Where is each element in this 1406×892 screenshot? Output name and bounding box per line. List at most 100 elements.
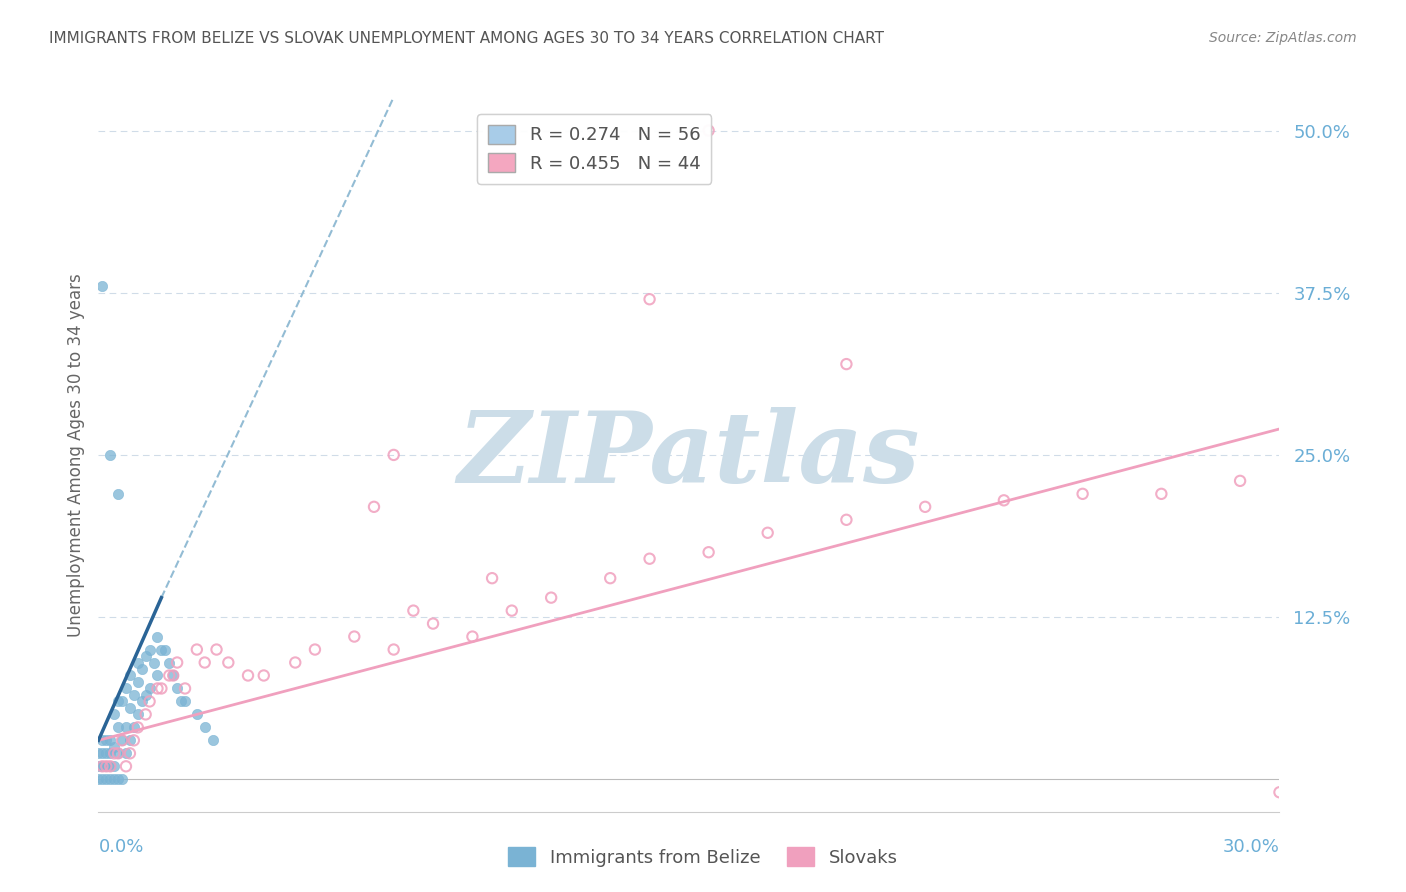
Point bbox=[115, 747, 138, 761]
Point bbox=[599, 571, 621, 585]
Point bbox=[304, 642, 326, 657]
Point bbox=[186, 642, 208, 657]
Point bbox=[217, 656, 239, 670]
Point bbox=[107, 772, 129, 787]
Point bbox=[111, 733, 134, 747]
Point bbox=[122, 720, 145, 734]
Point bbox=[103, 772, 125, 787]
Text: ZIPatlas: ZIPatlas bbox=[458, 407, 920, 503]
Text: IMMIGRANTS FROM BELIZE VS SLOVAK UNEMPLOYMENT AMONG AGES 30 TO 34 YEARS CORRELAT: IMMIGRANTS FROM BELIZE VS SLOVAK UNEMPLO… bbox=[49, 31, 884, 46]
Point bbox=[98, 448, 121, 462]
Point bbox=[131, 694, 153, 708]
Point bbox=[111, 733, 134, 747]
Point bbox=[150, 681, 173, 696]
Point bbox=[481, 571, 503, 585]
Point bbox=[96, 759, 118, 773]
Point bbox=[115, 759, 138, 773]
Point bbox=[103, 747, 125, 761]
Point bbox=[993, 493, 1015, 508]
Point bbox=[201, 733, 224, 747]
Point bbox=[162, 668, 184, 682]
Point bbox=[142, 656, 165, 670]
Point bbox=[1229, 474, 1251, 488]
Text: 30.0%: 30.0% bbox=[1223, 838, 1279, 855]
Point bbox=[98, 747, 121, 761]
Point bbox=[155, 642, 177, 657]
Text: Source: ZipAtlas.com: Source: ZipAtlas.com bbox=[1209, 31, 1357, 45]
Point bbox=[756, 525, 779, 540]
Point bbox=[835, 513, 858, 527]
Point bbox=[638, 551, 661, 566]
Point bbox=[98, 759, 121, 773]
Point bbox=[91, 279, 114, 293]
Point bbox=[107, 694, 129, 708]
Point bbox=[127, 656, 149, 670]
Point bbox=[697, 123, 720, 137]
Point bbox=[87, 772, 110, 787]
Point bbox=[540, 591, 562, 605]
Point bbox=[111, 694, 134, 708]
Point bbox=[236, 668, 259, 682]
Point bbox=[186, 707, 208, 722]
Point bbox=[111, 772, 134, 787]
Point bbox=[118, 747, 141, 761]
Point bbox=[194, 720, 217, 734]
Point bbox=[1150, 487, 1173, 501]
Point bbox=[501, 604, 523, 618]
Point bbox=[91, 772, 114, 787]
Point bbox=[205, 642, 228, 657]
Point bbox=[87, 759, 110, 773]
Point bbox=[422, 616, 444, 631]
Point bbox=[253, 668, 276, 682]
Point bbox=[122, 733, 145, 747]
Point bbox=[91, 733, 114, 747]
Point bbox=[91, 759, 114, 773]
Point bbox=[98, 772, 121, 787]
Legend: R = 0.274   N = 56, R = 0.455   N = 44: R = 0.274 N = 56, R = 0.455 N = 44 bbox=[478, 114, 711, 184]
Legend: Immigrants from Belize, Slovaks: Immigrants from Belize, Slovaks bbox=[501, 840, 905, 874]
Point bbox=[115, 681, 138, 696]
Point bbox=[1071, 487, 1094, 501]
Point bbox=[87, 747, 110, 761]
Point bbox=[96, 759, 118, 773]
Point bbox=[157, 668, 180, 682]
Point bbox=[461, 630, 484, 644]
Point bbox=[127, 675, 149, 690]
Point bbox=[343, 630, 366, 644]
Point bbox=[382, 642, 405, 657]
Point bbox=[697, 545, 720, 559]
Point bbox=[118, 668, 141, 682]
Point bbox=[118, 701, 141, 715]
Point bbox=[115, 720, 138, 734]
Point bbox=[194, 656, 217, 670]
Point bbox=[127, 707, 149, 722]
Point bbox=[107, 720, 129, 734]
Point bbox=[98, 733, 121, 747]
Point bbox=[131, 662, 153, 676]
Point bbox=[96, 747, 118, 761]
Point bbox=[174, 681, 197, 696]
Point bbox=[107, 747, 129, 761]
Y-axis label: Unemployment Among Ages 30 to 34 years: Unemployment Among Ages 30 to 34 years bbox=[66, 273, 84, 637]
Point bbox=[135, 648, 157, 663]
Point bbox=[96, 733, 118, 747]
Point bbox=[174, 694, 197, 708]
Text: 0.0%: 0.0% bbox=[98, 838, 143, 855]
Point bbox=[835, 357, 858, 371]
Point bbox=[107, 487, 129, 501]
Point bbox=[135, 707, 157, 722]
Point bbox=[146, 668, 169, 682]
Point bbox=[157, 656, 180, 670]
Point bbox=[138, 681, 160, 696]
Point bbox=[103, 759, 125, 773]
Point bbox=[146, 630, 169, 644]
Point bbox=[91, 747, 114, 761]
Point bbox=[284, 656, 307, 670]
Point bbox=[146, 681, 169, 696]
Point bbox=[138, 642, 160, 657]
Point bbox=[638, 292, 661, 306]
Point bbox=[166, 681, 188, 696]
Point bbox=[166, 656, 188, 670]
Point bbox=[382, 448, 405, 462]
Point bbox=[91, 759, 114, 773]
